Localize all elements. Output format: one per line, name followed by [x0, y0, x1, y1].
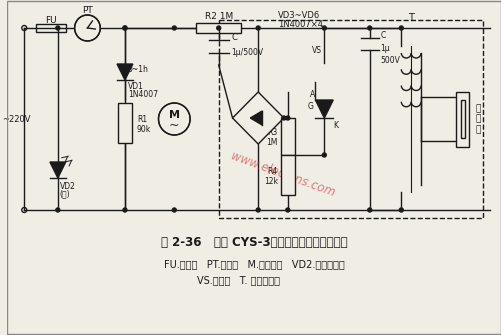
Polygon shape	[250, 111, 262, 125]
Circle shape	[256, 208, 260, 212]
Bar	[281, 155, 294, 195]
Text: PT: PT	[82, 5, 93, 14]
Text: M: M	[168, 110, 179, 120]
Circle shape	[399, 26, 402, 30]
Circle shape	[172, 208, 176, 212]
Circle shape	[285, 116, 289, 120]
Text: VS.晶闸管   T. 高压变压器: VS.晶闸管 T. 高压变压器	[196, 275, 280, 285]
Bar	[195, 23, 241, 33]
Text: VD2: VD2	[60, 182, 76, 191]
Circle shape	[75, 15, 100, 41]
Circle shape	[123, 26, 127, 30]
Text: 1μ/500V: 1μ/500V	[231, 48, 263, 57]
Text: A: A	[309, 89, 315, 98]
Text: VD3~VD6: VD3~VD6	[278, 10, 320, 19]
Circle shape	[216, 26, 220, 30]
Circle shape	[322, 153, 326, 157]
Circle shape	[322, 26, 326, 30]
Text: ~220V: ~220V	[2, 115, 31, 124]
Text: ~: ~	[169, 119, 179, 132]
Text: (红): (红)	[60, 190, 70, 199]
Text: VD1: VD1	[128, 81, 143, 90]
Text: 1N4007: 1N4007	[128, 89, 158, 98]
Circle shape	[172, 26, 176, 30]
Circle shape	[123, 26, 127, 30]
Text: 1N4007×4: 1N4007×4	[278, 19, 322, 28]
Circle shape	[56, 208, 60, 212]
Circle shape	[56, 26, 60, 30]
Bar	[459, 100, 464, 138]
Text: www.elecfans.com: www.elecfans.com	[228, 150, 336, 200]
Text: 臭
氧
管: 臭 氧 管	[474, 104, 480, 134]
Text: 0~1h: 0~1h	[128, 65, 148, 73]
Text: R2 1M: R2 1M	[204, 11, 232, 20]
Polygon shape	[50, 162, 66, 178]
Text: R3: R3	[267, 128, 278, 136]
Text: VS: VS	[312, 46, 322, 55]
Text: FU.熔断器   PT.定时器   M.风扇电机   VD2.电源指示灯: FU.熔断器 PT.定时器 M.风扇电机 VD2.电源指示灯	[163, 259, 344, 269]
Text: 1μ: 1μ	[380, 44, 389, 53]
Circle shape	[367, 26, 371, 30]
Polygon shape	[315, 100, 333, 118]
Bar	[455, 92, 468, 147]
Text: 90k: 90k	[136, 125, 151, 134]
Circle shape	[399, 208, 402, 212]
Text: K: K	[333, 121, 338, 130]
Text: 1M: 1M	[266, 137, 278, 146]
Text: 500V: 500V	[380, 56, 400, 65]
Bar	[118, 103, 132, 143]
Circle shape	[285, 208, 289, 212]
Text: T: T	[407, 13, 413, 23]
Text: FU: FU	[45, 15, 57, 24]
Text: C: C	[231, 32, 237, 42]
Polygon shape	[117, 64, 133, 80]
Circle shape	[158, 103, 190, 135]
Circle shape	[76, 16, 99, 40]
Text: R4: R4	[267, 166, 278, 176]
Circle shape	[282, 116, 285, 120]
Bar	[218, 20, 482, 218]
Circle shape	[123, 208, 127, 212]
Text: 图 2-36   宝利 CYS-3型茶具臭氧消毒柜电路图: 图 2-36 宝利 CYS-3型茶具臭氧消毒柜电路图	[161, 236, 347, 249]
Bar	[36, 24, 66, 32]
Circle shape	[367, 208, 371, 212]
Polygon shape	[232, 92, 283, 144]
Text: R1: R1	[136, 115, 147, 124]
Text: C: C	[380, 30, 385, 40]
Text: 12k: 12k	[264, 177, 278, 186]
Text: G: G	[307, 102, 313, 111]
Circle shape	[256, 26, 260, 30]
Bar	[281, 118, 294, 155]
